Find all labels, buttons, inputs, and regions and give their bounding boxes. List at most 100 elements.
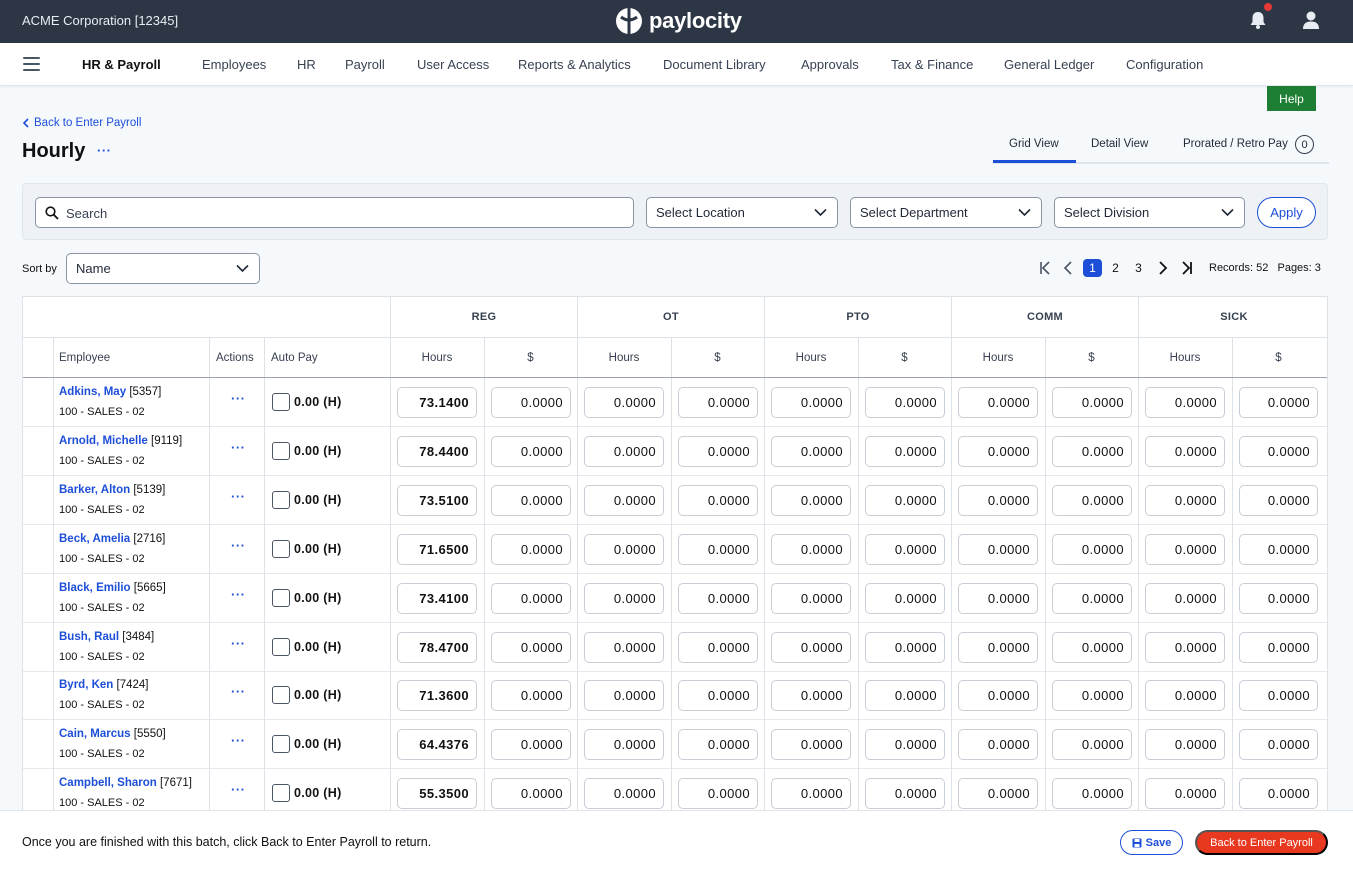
nav-item-employees[interactable]: Employees bbox=[202, 57, 267, 72]
reg-dollars-input[interactable]: 0.0000 bbox=[491, 533, 571, 565]
nav-item-user-access[interactable]: User Access bbox=[417, 57, 490, 72]
sick-hours-input[interactable]: 0.0000 bbox=[1145, 435, 1225, 467]
comm-hours-input[interactable]: 0.0000 bbox=[958, 484, 1038, 516]
ot-dollars-input[interactable]: 0.0000 bbox=[678, 484, 758, 516]
pto-hours-input[interactable]: 0.0000 bbox=[771, 631, 851, 663]
auto-pay-checkbox[interactable] bbox=[272, 490, 290, 509]
reg-hours-input[interactable]: 71.6500 bbox=[397, 533, 477, 565]
help-button[interactable]: Help bbox=[1267, 86, 1316, 111]
division-select[interactable]: Select Division bbox=[1054, 197, 1245, 228]
ot-hours-input[interactable]: 0.0000 bbox=[584, 582, 664, 614]
comm-hours-input[interactable]: 0.0000 bbox=[958, 680, 1038, 712]
pto-hours-input[interactable]: 0.0000 bbox=[771, 582, 851, 614]
auto-pay-checkbox[interactable] bbox=[272, 637, 290, 656]
pto-hours-input[interactable]: 0.0000 bbox=[771, 680, 851, 712]
nav-item-reports[interactable]: Reports & Analytics bbox=[518, 57, 631, 72]
auto-pay-checkbox[interactable] bbox=[272, 588, 290, 607]
sick-dollars-input[interactable]: 0.0000 bbox=[1239, 435, 1318, 467]
reg-dollars-input[interactable]: 0.0000 bbox=[491, 778, 571, 810]
ot-dollars-input[interactable]: 0.0000 bbox=[678, 582, 758, 614]
comm-dollars-input[interactable]: 0.0000 bbox=[1052, 387, 1132, 418]
comm-dollars-input[interactable]: 0.0000 bbox=[1052, 729, 1132, 761]
sick-hours-input[interactable]: 0.0000 bbox=[1145, 387, 1225, 418]
sick-hours-input[interactable]: 0.0000 bbox=[1145, 778, 1225, 810]
sick-dollars-input[interactable]: 0.0000 bbox=[1239, 729, 1318, 761]
tab-prorated-retro-pay[interactable]: Prorated / Retro Pay bbox=[1183, 138, 1288, 150]
pto-dollars-input[interactable]: 0.0000 bbox=[865, 435, 945, 467]
ot-hours-input[interactable]: 0.0000 bbox=[584, 680, 664, 712]
comm-hours-input[interactable]: 0.0000 bbox=[958, 631, 1038, 663]
auto-pay-checkbox[interactable] bbox=[272, 784, 290, 803]
ot-hours-input[interactable]: 0.0000 bbox=[584, 729, 664, 761]
auto-pay-checkbox[interactable] bbox=[272, 539, 290, 558]
sick-dollars-input[interactable]: 0.0000 bbox=[1239, 484, 1318, 516]
reg-hours-input[interactable]: 64.4376 bbox=[397, 729, 477, 761]
ot-dollars-input[interactable]: 0.0000 bbox=[678, 533, 758, 565]
row-actions-menu[interactable]: ··· bbox=[231, 391, 246, 406]
employee-name-link[interactable]: Bush, Raul bbox=[59, 630, 120, 643]
column-header-employee[interactable]: Employee bbox=[59, 351, 111, 364]
pto-dollars-input[interactable]: 0.0000 bbox=[865, 533, 945, 565]
row-actions-menu[interactable]: ··· bbox=[231, 635, 246, 651]
reg-hours-input[interactable]: 73.1400 bbox=[397, 387, 477, 418]
reg-dollars-input[interactable]: 0.0000 bbox=[491, 484, 571, 516]
row-actions-menu[interactable]: ··· bbox=[231, 439, 246, 455]
reg-hours-input[interactable]: 73.5100 bbox=[397, 484, 477, 516]
pto-dollars-input[interactable]: 0.0000 bbox=[865, 484, 945, 516]
pto-dollars-input[interactable]: 0.0000 bbox=[865, 631, 945, 663]
pto-dollars-input[interactable]: 0.0000 bbox=[865, 778, 945, 810]
row-actions-menu[interactable]: ··· bbox=[231, 733, 246, 749]
pto-hours-input[interactable]: 0.0000 bbox=[771, 729, 851, 761]
auto-pay-checkbox[interactable] bbox=[272, 393, 290, 411]
sick-dollars-input[interactable]: 0.0000 bbox=[1239, 582, 1318, 614]
comm-hours-input[interactable]: 0.0000 bbox=[958, 387, 1038, 418]
paylocity-logo[interactable]: paylocity bbox=[615, 6, 742, 36]
sick-hours-input[interactable]: 0.0000 bbox=[1145, 533, 1225, 565]
reg-dollars-input[interactable]: 0.0000 bbox=[491, 631, 571, 663]
department-select[interactable]: Select Department bbox=[850, 197, 1042, 228]
apply-button[interactable]: Apply bbox=[1257, 197, 1316, 228]
row-actions-menu[interactable]: ··· bbox=[231, 586, 246, 602]
search-input[interactable] bbox=[66, 203, 626, 223]
sick-dollars-input[interactable]: 0.0000 bbox=[1239, 680, 1318, 712]
reg-dollars-input[interactable]: 0.0000 bbox=[491, 582, 571, 614]
auto-pay-checkbox[interactable] bbox=[272, 735, 290, 754]
sick-dollars-input[interactable]: 0.0000 bbox=[1239, 778, 1318, 810]
location-select[interactable]: Select Location bbox=[646, 197, 838, 228]
employee-name-link[interactable]: Cain, Marcus bbox=[59, 728, 131, 741]
pto-hours-input[interactable]: 0.0000 bbox=[771, 484, 851, 516]
ot-dollars-input[interactable]: 0.0000 bbox=[678, 631, 758, 663]
ot-hours-input[interactable]: 0.0000 bbox=[584, 778, 664, 810]
notification-bell-icon[interactable] bbox=[1248, 10, 1268, 30]
comm-hours-input[interactable]: 0.0000 bbox=[958, 778, 1038, 810]
employee-name-link[interactable]: Barker, Alton bbox=[59, 483, 131, 496]
comm-hours-input[interactable]: 0.0000 bbox=[958, 435, 1038, 467]
reg-hours-input[interactable]: 78.4400 bbox=[397, 435, 477, 467]
ot-dollars-input[interactable]: 0.0000 bbox=[678, 680, 758, 712]
ot-hours-input[interactable]: 0.0000 bbox=[584, 387, 664, 418]
nav-item-payroll[interactable]: Payroll bbox=[345, 57, 385, 72]
pto-hours-input[interactable]: 0.0000 bbox=[771, 387, 851, 418]
reg-dollars-input[interactable]: 0.0000 bbox=[491, 435, 571, 467]
row-actions-menu[interactable]: ··· bbox=[231, 537, 246, 553]
back-to-enter-payroll-button[interactable]: Back to Enter Payroll bbox=[1195, 830, 1328, 855]
employee-name-link[interactable]: Byrd, Ken bbox=[59, 679, 114, 692]
ot-dollars-input[interactable]: 0.0000 bbox=[678, 387, 758, 418]
auto-pay-checkbox[interactable] bbox=[272, 686, 290, 705]
nav-item-hr[interactable]: HR bbox=[297, 57, 316, 72]
sick-hours-input[interactable]: 0.0000 bbox=[1145, 484, 1225, 516]
next-page-icon[interactable] bbox=[1157, 259, 1169, 277]
sort-select[interactable]: Name bbox=[66, 253, 260, 284]
ot-hours-input[interactable]: 0.0000 bbox=[584, 484, 664, 516]
ot-dollars-input[interactable]: 0.0000 bbox=[678, 778, 758, 810]
nav-item-document-library[interactable]: Document Library bbox=[663, 57, 766, 72]
comm-dollars-input[interactable]: 0.0000 bbox=[1052, 631, 1132, 663]
nav-brand[interactable]: HR & Payroll bbox=[82, 57, 161, 72]
sick-dollars-input[interactable]: 0.0000 bbox=[1239, 631, 1318, 663]
employee-name-link[interactable]: Beck, Amelia bbox=[59, 532, 131, 545]
row-actions-menu[interactable]: ··· bbox=[231, 782, 246, 798]
employee-name-link[interactable]: Adkins, May bbox=[59, 386, 127, 398]
pto-dollars-input[interactable]: 0.0000 bbox=[865, 729, 945, 761]
last-page-icon[interactable] bbox=[1180, 259, 1194, 277]
ot-hours-input[interactable]: 0.0000 bbox=[584, 435, 664, 467]
